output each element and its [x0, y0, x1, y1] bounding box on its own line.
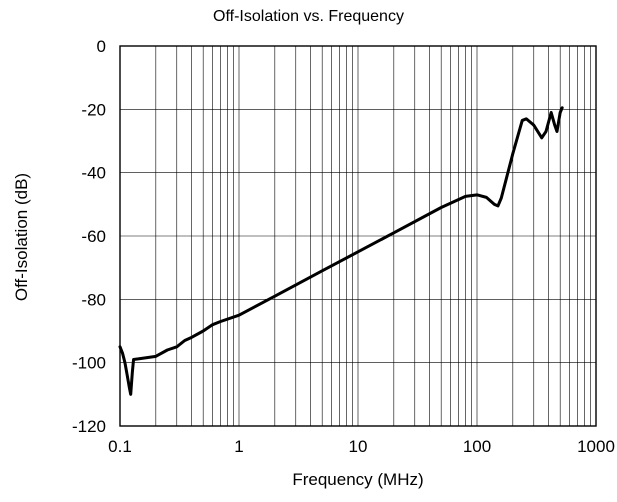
y-tick-label: -20 [81, 100, 106, 119]
y-tick-label: -60 [81, 227, 106, 246]
x-tick-label: 1000 [577, 437, 615, 456]
x-tick-label: 1 [234, 437, 243, 456]
chart-title: Off-Isolation vs. Frequency [213, 8, 404, 25]
x-tick-label: 100 [463, 437, 491, 456]
y-tick-label: -120 [72, 417, 106, 436]
y-tick-label: -100 [72, 354, 106, 373]
x-tick-label: 10 [349, 437, 368, 456]
plot-frame [119, 45, 597, 427]
y-axis-label-text: Off-Isolation (dB) [12, 172, 31, 302]
y-tick-label: -40 [81, 164, 106, 183]
x-axis-label: Frequency (MHz) [292, 470, 424, 489]
y-tick-label: -80 [81, 290, 106, 309]
y-tick-label: 0 [97, 37, 106, 56]
x-tick-label: 0.1 [108, 437, 132, 456]
series-line [118, 106, 564, 396]
